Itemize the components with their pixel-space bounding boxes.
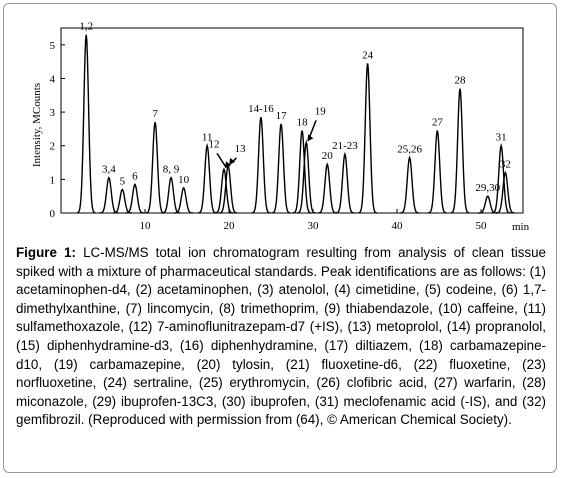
peak: [145, 122, 165, 214]
peak: [400, 155, 420, 214]
x-tick-label: 40: [392, 220, 404, 232]
peak-label: 24: [362, 49, 374, 61]
peak: [495, 171, 515, 214]
y-tick-label: 5: [50, 40, 56, 52]
peak: [251, 117, 271, 214]
peak-label: 11: [202, 132, 213, 144]
peak: [292, 130, 312, 214]
peak-label: 25,26: [397, 144, 422, 156]
peak-label: 27: [432, 117, 444, 129]
peak: [358, 63, 378, 214]
peak: [296, 139, 316, 214]
figure-frame: [3, 3, 557, 473]
caption: Figure 1: LC-MS/MS total ion chromatogra…: [16, 244, 546, 430]
peak-label: 14-16: [248, 103, 274, 115]
peak-label: 8, 9: [163, 164, 180, 176]
x-tick-label: 30: [308, 220, 320, 232]
peak-label: 17: [276, 110, 288, 122]
peak: [335, 151, 355, 214]
peak: [450, 88, 470, 214]
peak-label: 29,30: [475, 182, 500, 194]
peak: [218, 164, 238, 214]
peak: [491, 143, 511, 214]
x-tick-label: 50: [476, 220, 488, 232]
peak: [214, 167, 234, 214]
peak-label: 18: [297, 117, 309, 129]
arrow-head: [229, 157, 236, 165]
y-tick-label: 2: [50, 141, 56, 153]
peak: [271, 123, 291, 214]
peak: [174, 186, 194, 214]
peak-label: 13: [235, 143, 247, 155]
peak-label: 31: [496, 132, 507, 144]
peak-label: 21-23: [332, 140, 358, 152]
figure-label: Figure 1:: [16, 245, 76, 260]
y-tick-label: 0: [50, 208, 56, 220]
arrow-head: [307, 134, 314, 142]
peak: [197, 143, 217, 214]
peak-label: 20: [322, 150, 334, 162]
peak: [317, 162, 337, 214]
peak-label: 12: [208, 138, 219, 150]
peak-label: 7: [152, 108, 158, 120]
peak: [427, 130, 447, 214]
caption-text: LC-MS/MS total ion chromatogram resultin…: [16, 245, 546, 428]
x-tick-label: 10: [140, 220, 152, 232]
peak-label: 5: [120, 175, 126, 187]
y-tick-label: 4: [50, 73, 56, 85]
peak-label: 1,2: [79, 21, 93, 33]
x-tick-label: 20: [224, 220, 236, 232]
x-axis-label: min: [512, 221, 530, 233]
y-tick-label: 3: [50, 107, 56, 119]
arrow: [216, 152, 227, 168]
y-tick-label: 1: [50, 174, 56, 186]
peak-label: 32: [500, 159, 511, 171]
peak: [99, 176, 119, 214]
peak-label: 10: [178, 174, 190, 186]
y-axis-label: Intensity, MCounts: [31, 83, 43, 167]
peak-label: 19: [315, 105, 327, 117]
plot-frame: [60, 27, 524, 214]
peak: [112, 188, 132, 214]
peak-label: 6: [132, 170, 138, 182]
peak-label: 3,4: [102, 164, 116, 176]
peak: [125, 183, 145, 214]
peak: [76, 34, 96, 214]
peak-label: 28: [455, 75, 467, 87]
